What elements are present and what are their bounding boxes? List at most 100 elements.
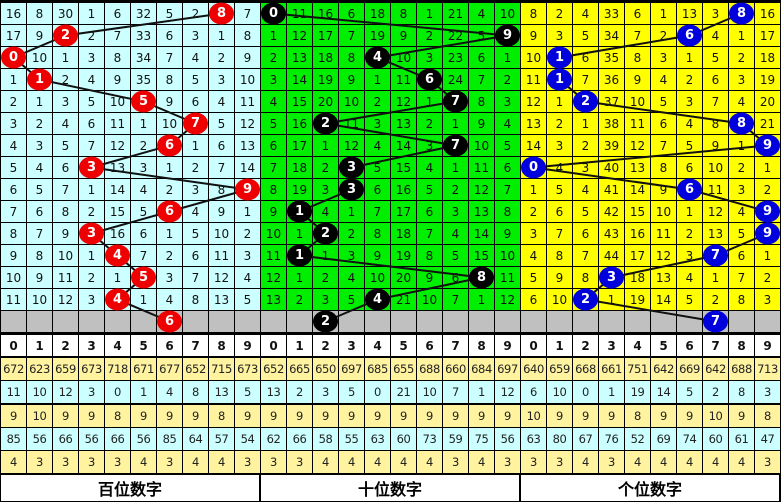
digit-header: 2: [53, 335, 78, 356]
grid-cell: 4: [365, 135, 390, 156]
grid-cell: 16: [1, 3, 26, 24]
next-row-cell: [105, 311, 130, 332]
draw-ball: 4: [105, 244, 130, 267]
grid-cell: 1: [209, 25, 234, 46]
stats-cell: 3: [547, 451, 572, 474]
grid-cell: 5: [209, 113, 234, 134]
grid-cell: 7: [573, 69, 598, 90]
stats-cell: 0: [573, 381, 598, 404]
draw-ball: 0: [1, 46, 26, 69]
digit-header: 2: [573, 335, 598, 356]
grid-cell: 11: [1, 289, 26, 310]
stats-cell: 9: [417, 404, 442, 427]
stats-cell: 9: [313, 404, 338, 427]
grid-cell: 1: [287, 223, 312, 244]
stats-cell: 655: [391, 358, 416, 380]
grid-cell: 12: [625, 135, 650, 156]
stats-cell: 80: [547, 427, 572, 450]
stats-cell: 4: [703, 451, 728, 474]
digit-header: 1: [287, 335, 312, 356]
grid-cell: 38: [599, 113, 624, 134]
grid-cell: 5: [443, 245, 468, 266]
grid-cell: 9: [469, 113, 494, 134]
stats-cell: 67: [573, 427, 598, 450]
stats-cell: 9: [1, 404, 26, 427]
grid-cell: 6: [1, 179, 26, 200]
grid-cell: 20: [755, 91, 780, 112]
digit-header: 7: [183, 335, 208, 356]
grid-cell: 40: [599, 157, 624, 178]
grid-cell: 17: [313, 25, 338, 46]
grid-cell: 2: [313, 157, 338, 178]
stats-cell: 4: [651, 451, 676, 474]
grid-cell: 35: [599, 47, 624, 68]
draw-ball: 1: [547, 46, 572, 69]
grid-cell: 19: [755, 69, 780, 90]
digit-header: 0: [1, 335, 26, 356]
stats-cell: 673: [235, 358, 260, 380]
grid-cell: 3: [547, 135, 572, 156]
stats-cell: 60: [703, 427, 728, 450]
next-row-cell: [651, 311, 676, 332]
ball-digit: 1: [295, 248, 304, 263]
stats-cell: 1: [131, 381, 156, 404]
draw-ball: 0: [261, 2, 286, 25]
grid-cell: 5: [521, 267, 546, 288]
stats-cell: 9: [53, 404, 78, 427]
grid-cell: 8: [183, 289, 208, 310]
ball-digit: 1: [295, 204, 304, 219]
stats-cell: 4: [391, 451, 416, 474]
grid-cell: 16: [287, 113, 312, 134]
digit-header: 9: [755, 335, 780, 356]
ball-digit: 1: [555, 72, 564, 87]
grid-cell: 11: [651, 223, 676, 244]
next-row-cell: [235, 311, 260, 332]
draw-ball: 7: [703, 244, 728, 267]
grid-cell: 13: [287, 47, 312, 68]
grid-cell: 10: [547, 289, 572, 310]
grid-cell: 9: [27, 267, 52, 288]
grid-cell: 3: [157, 267, 182, 288]
ball-digit: 9: [763, 204, 772, 219]
stats-cell: 718: [105, 358, 130, 380]
digit-header: 2: [313, 335, 338, 356]
draw-ball: 2: [53, 24, 78, 47]
grid-cell: 9: [339, 69, 364, 90]
stats-cell: 1: [599, 381, 624, 404]
stats-cell: 13: [209, 381, 234, 404]
stats-row: 6 10 0 1 19 14 5 2 8 3: [521, 381, 780, 404]
grid-cell: 9: [547, 267, 572, 288]
grid-cell: 19: [287, 179, 312, 200]
grid-cell: 7: [443, 289, 468, 310]
grid-cell: 14: [625, 179, 650, 200]
stats-cell: 75: [469, 427, 494, 450]
grid-cell: 11: [521, 69, 546, 90]
grid-cell: 10: [365, 267, 390, 288]
trend-line: [11, 12, 248, 323]
stats-cell: 10: [27, 381, 52, 404]
grid-cell: 3: [521, 223, 546, 244]
stats-cell: 9: [365, 404, 390, 427]
grid-cell: 3: [183, 179, 208, 200]
stats-cell: 85: [157, 427, 182, 450]
stats-cell: 9: [729, 404, 754, 427]
grid-cell: 7: [469, 69, 494, 90]
draw-ball: 6: [417, 68, 442, 91]
stats-cell: 642: [703, 358, 728, 380]
draw-ball: 3: [79, 222, 104, 245]
ball-digit: 9: [503, 28, 512, 43]
ball-digit: 6: [165, 314, 174, 329]
stats-cell: 0: [105, 381, 130, 404]
stats-row: 672 623 659 673 718 671 677 652 715 673: [1, 358, 260, 380]
grid-cell: 7: [27, 223, 52, 244]
grid-cell: 8: [573, 267, 598, 288]
grid-cell: 6: [53, 157, 78, 178]
stats-cell: 684: [469, 358, 494, 380]
stats-cell: 652: [183, 358, 208, 380]
stats-row: 10 9 9 9 8 9 9 10 9 8: [521, 404, 780, 427]
stats-cell: 69: [651, 427, 676, 450]
grid-cell: 12: [209, 267, 234, 288]
draw-ball: 1: [27, 68, 52, 91]
grid-cell: 1: [677, 47, 702, 68]
